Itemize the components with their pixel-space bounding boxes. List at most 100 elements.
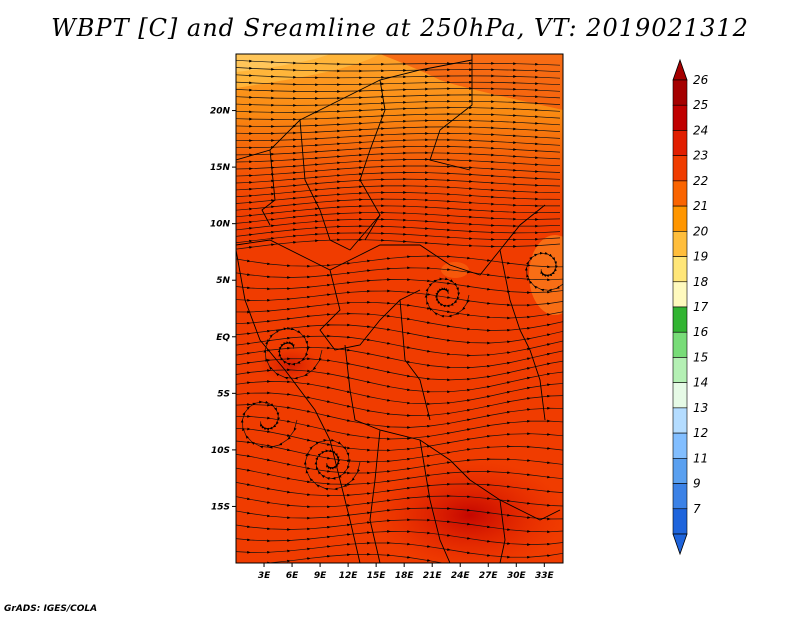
- longitude-axis: 3E 6E 9E 12E 15E 18E 21E 24E 27E 30E 33E: [258, 563, 555, 581]
- colorbar-swatch: [672, 483, 688, 510]
- lon-tick-label: 15E: [367, 571, 387, 581]
- colorbar-label: 18: [693, 275, 709, 289]
- colorbar-label: 12: [693, 426, 708, 440]
- country-border: [469, 479, 561, 521]
- lat-tick-label: 5S: [217, 389, 230, 399]
- colorbar-label: 7: [693, 502, 701, 516]
- lon-tick-label: 33E: [535, 571, 555, 581]
- streamline: [247, 552, 551, 563]
- lat-tick-label: 10S: [211, 446, 230, 456]
- country-border: [499, 499, 506, 563]
- colorbar-swatch: [672, 357, 688, 383]
- colorbar-swatch: [672, 407, 688, 434]
- country-border: [299, 119, 381, 251]
- colorbar-swatch: [672, 104, 688, 131]
- colorbar-label: 13: [693, 401, 708, 415]
- streamline: [424, 277, 470, 318]
- streamline: [236, 254, 563, 269]
- lon-tick-label: 6E: [286, 571, 299, 581]
- streamline: [236, 106, 561, 114]
- lat-tick-label: 15S: [211, 502, 230, 512]
- colorbar: 26 25 24 23 22 21 20 19 18 17 16 15 14 13 12 11 9 7: [672, 58, 709, 556]
- colorbar-label: 9: [693, 477, 701, 491]
- streamline: [236, 87, 561, 93]
- country-border: [261, 149, 276, 226]
- country-border: [319, 269, 421, 351]
- latitude-axis: 20N 15N 10N 5N EQ 5S 10S 15S: [210, 107, 236, 512]
- lat-tick-label: 15N: [210, 163, 231, 173]
- streamline: [236, 93, 561, 100]
- lon-tick-label: 21E: [423, 571, 443, 581]
- colorbar-label: 23: [693, 149, 708, 163]
- colorbar-bottom-arrow: [672, 533, 688, 556]
- streamline: [236, 74, 561, 80]
- country-border: [429, 54, 473, 171]
- streamline: [303, 438, 361, 491]
- streamline: [524, 251, 563, 292]
- lon-tick-label: 30E: [507, 571, 527, 581]
- streamline: [236, 238, 561, 250]
- colorbar-swatch: [672, 155, 688, 182]
- grads-credit: GrADS: IGES/COLA: [4, 604, 98, 614]
- streamline: [236, 506, 563, 521]
- wbpt-field: [236, 54, 563, 563]
- lat-tick-label: EQ: [216, 333, 230, 343]
- colorbar-label: 19: [693, 250, 708, 264]
- colorbar-swatch: [672, 256, 688, 283]
- colorbar-label: 20: [693, 224, 709, 238]
- colorbar-label: 21: [693, 199, 708, 213]
- colorbar-swatch: [672, 180, 688, 207]
- lon-tick-label: 12E: [339, 571, 359, 581]
- colorbar-swatch: [672, 130, 688, 156]
- map-title: WBPT [C] and Sreamline at 250hPa, VT: 20…: [51, 14, 749, 42]
- lat-tick-label: 10N: [210, 220, 231, 230]
- streamline: [236, 66, 561, 73]
- colorbar-swatch: [672, 382, 688, 409]
- country-border: [369, 429, 381, 563]
- colorbar-label: 14: [693, 376, 708, 390]
- colorbar-swatch: [672, 432, 688, 459]
- colorbar-label: 25: [693, 98, 708, 112]
- streamline: [236, 481, 563, 498]
- colorbar-swatch: [672, 331, 688, 358]
- colorbar-swatch: [672, 281, 688, 308]
- map-frame: [235, 53, 564, 564]
- colorbar-swatch: [672, 508, 688, 535]
- colorbar-label: 15: [693, 350, 708, 364]
- lon-tick-label: 3E: [258, 571, 271, 581]
- colorbar-label: 24: [693, 123, 708, 137]
- streamline: [236, 99, 561, 107]
- country-border: [399, 299, 431, 421]
- colorbar-label: 26: [693, 73, 709, 87]
- streamline: [236, 80, 561, 87]
- lon-tick-label: 24E: [451, 571, 471, 581]
- streamline: [240, 400, 298, 449]
- colorbar-label: 11: [693, 451, 708, 465]
- colorbar-swatch: [672, 306, 688, 333]
- colorbar-label: 16: [693, 325, 709, 339]
- lat-tick-label: 5N: [216, 276, 230, 286]
- colorbar-label: 17: [693, 300, 709, 314]
- country-border: [236, 204, 546, 276]
- country-border: [236, 249, 361, 563]
- lon-tick-label: 27E: [479, 571, 499, 581]
- streamline: [236, 467, 563, 486]
- streamline: [263, 327, 323, 380]
- streamline: [236, 494, 563, 509]
- colorbar-label: 22: [693, 174, 708, 188]
- colorbar-swatch: [672, 231, 688, 257]
- lon-tick-label: 9E: [314, 571, 327, 581]
- country-border: [499, 249, 546, 421]
- colorbar-swatch: [672, 205, 688, 232]
- colorbar-swatch: [672, 458, 688, 484]
- streamline: [236, 59, 561, 66]
- streamlines: [236, 59, 563, 563]
- colorbar-top-arrow: [672, 58, 688, 81]
- lon-tick-label: 18E: [395, 571, 415, 581]
- lat-tick-label: 20N: [210, 107, 231, 117]
- colorbar-swatch: [672, 79, 688, 106]
- country-borders: [236, 54, 561, 563]
- country-border: [419, 439, 451, 563]
- streamline: [236, 266, 563, 282]
